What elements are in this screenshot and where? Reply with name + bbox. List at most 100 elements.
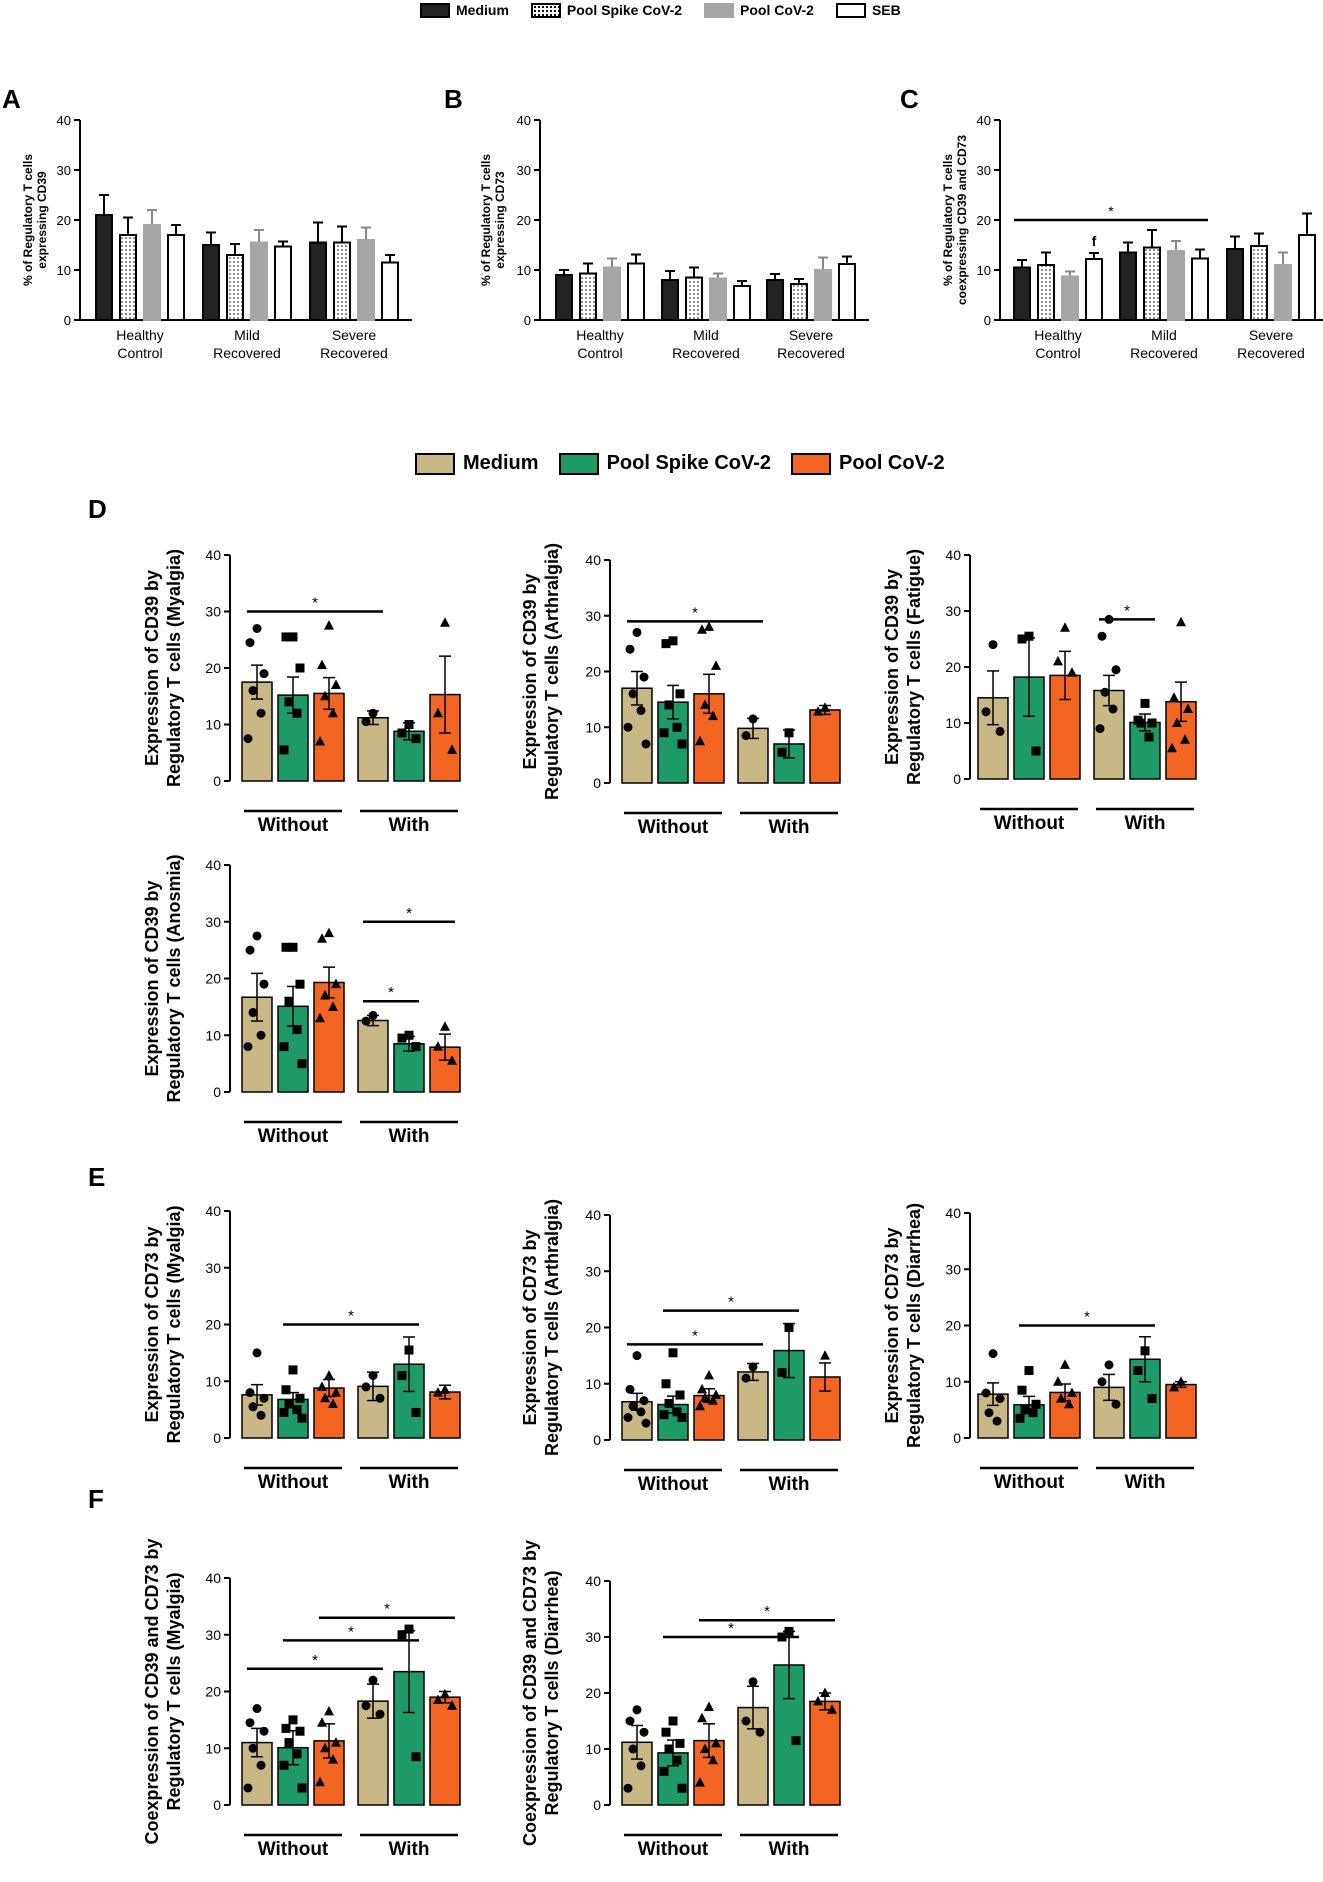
x-tick-label: Healthy bbox=[116, 327, 163, 343]
data-point bbox=[1140, 1346, 1150, 1356]
significance-bracket-label: * bbox=[1084, 1309, 1090, 1326]
data-point bbox=[281, 1723, 291, 1733]
data-point bbox=[1183, 703, 1193, 713]
data-point bbox=[1136, 718, 1146, 728]
significance-bracket-label: * bbox=[312, 1652, 318, 1669]
data-point bbox=[331, 1737, 341, 1747]
y-axis-label: Regulatory T cells (Myalgia) bbox=[164, 1572, 184, 1810]
data-point bbox=[320, 1742, 330, 1753]
data-point bbox=[324, 1370, 334, 1380]
y-tick-label: 10 bbox=[585, 1376, 601, 1392]
y-axis-label: Regulatory T cells (Arthralgia) bbox=[542, 543, 562, 800]
data-point bbox=[1015, 1413, 1025, 1423]
data-point bbox=[397, 1630, 407, 1640]
y-tick-label: 40 bbox=[585, 552, 601, 568]
y-axis-label: Coexpression of CD39 and CD73 by bbox=[142, 1538, 162, 1844]
data-point bbox=[324, 1705, 334, 1716]
legend-swatch bbox=[704, 2, 735, 18]
data-point bbox=[447, 744, 457, 754]
x-group-label: Without bbox=[638, 817, 709, 838]
bar bbox=[709, 277, 727, 321]
y-tick-label: 20 bbox=[945, 659, 961, 675]
y-tick-label: 30 bbox=[585, 608, 601, 624]
legend-swatch bbox=[420, 2, 450, 18]
data-point bbox=[820, 1687, 830, 1697]
data-point bbox=[981, 707, 991, 717]
data-point bbox=[988, 1349, 998, 1359]
data-point bbox=[675, 1390, 685, 1400]
data-point bbox=[315, 1012, 325, 1023]
y-tick-label: 30 bbox=[205, 914, 221, 930]
y-tick-label: 20 bbox=[517, 213, 531, 228]
bar bbox=[1061, 275, 1079, 321]
bar bbox=[241, 681, 273, 782]
data-point bbox=[404, 1624, 414, 1634]
data-point bbox=[281, 942, 291, 952]
data-point bbox=[256, 1410, 266, 1420]
data-point bbox=[995, 726, 1005, 736]
bar bbox=[1274, 264, 1292, 321]
x-group-label: With bbox=[389, 815, 430, 836]
x-tick-label: Severe bbox=[1249, 327, 1294, 343]
bar bbox=[1143, 246, 1161, 321]
y-tick-label: 30 bbox=[585, 1263, 601, 1279]
data-point bbox=[1028, 1408, 1038, 1418]
data-point bbox=[741, 1716, 751, 1726]
data-point bbox=[328, 1001, 338, 1011]
x-group-label: Without bbox=[258, 1472, 329, 1493]
y-tick-label: 30 bbox=[205, 1627, 221, 1643]
significance-bracket-label: * bbox=[312, 595, 318, 612]
significance-bracket-label: * bbox=[388, 984, 394, 1001]
significance-bracket-label: * bbox=[728, 1294, 734, 1311]
y-axis-label: Expression of CD39 by bbox=[882, 569, 902, 765]
data-point bbox=[1053, 1376, 1063, 1386]
legend-swatch bbox=[558, 452, 599, 475]
significance-bracket-label: * bbox=[348, 1623, 354, 1640]
legend-swatch bbox=[530, 2, 561, 18]
y-axis-label: Regulatory T cells (Anosmia) bbox=[164, 854, 184, 1102]
y-tick-label: 10 bbox=[945, 1374, 961, 1390]
data-point bbox=[981, 1388, 991, 1398]
y-tick-label: 0 bbox=[64, 313, 71, 328]
data-point bbox=[320, 690, 330, 701]
bar bbox=[790, 283, 808, 321]
data-point bbox=[641, 1418, 651, 1428]
y-tick-label: 10 bbox=[205, 717, 221, 733]
data-point bbox=[317, 1381, 327, 1391]
bar bbox=[555, 274, 573, 321]
data-point bbox=[695, 1777, 705, 1787]
y-tick-label: 20 bbox=[585, 1320, 601, 1336]
data-point bbox=[361, 717, 371, 727]
data-point bbox=[628, 1401, 638, 1411]
data-point bbox=[292, 1025, 302, 1035]
panel-letter-b: B bbox=[444, 84, 463, 114]
data-point bbox=[317, 1717, 327, 1727]
data-point bbox=[628, 1744, 638, 1754]
data-point bbox=[245, 945, 255, 955]
data-point bbox=[315, 1776, 325, 1787]
data-point bbox=[1176, 1376, 1186, 1386]
data-point bbox=[295, 1726, 305, 1736]
data-point bbox=[440, 617, 450, 627]
data-point bbox=[777, 1368, 787, 1377]
x-group-label: With bbox=[389, 1126, 430, 1147]
data-point bbox=[320, 990, 330, 1000]
bar bbox=[226, 254, 244, 321]
data-point bbox=[248, 1743, 258, 1753]
x-group-label: With bbox=[1125, 1472, 1166, 1493]
data-point bbox=[252, 623, 262, 633]
y-tick-label: 0 bbox=[213, 773, 221, 789]
data-point bbox=[741, 731, 751, 741]
data-point bbox=[1020, 1405, 1030, 1415]
bar bbox=[1013, 266, 1031, 321]
significance-bracket-label: * bbox=[728, 1620, 734, 1637]
data-point bbox=[704, 1369, 714, 1380]
y-tick-label: 0 bbox=[953, 1430, 961, 1446]
x-group-label: With bbox=[769, 1839, 810, 1860]
y-tick-label: 0 bbox=[953, 771, 961, 787]
data-point bbox=[697, 1712, 707, 1723]
data-point bbox=[1140, 698, 1150, 708]
data-point bbox=[697, 624, 707, 634]
data-point bbox=[995, 1394, 1005, 1404]
data-point bbox=[704, 621, 714, 631]
